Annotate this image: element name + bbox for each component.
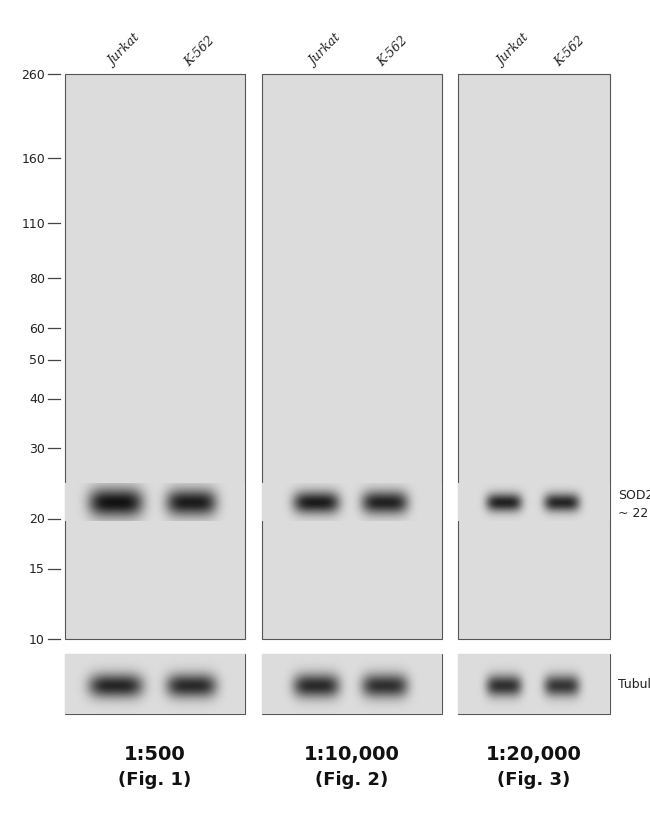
Text: 80: 80 — [29, 272, 45, 286]
Text: K-562: K-562 — [375, 34, 410, 69]
Text: 1:500: 1:500 — [124, 744, 186, 763]
Text: 260: 260 — [21, 69, 45, 81]
Bar — [65, 654, 245, 714]
Text: 20: 20 — [29, 513, 45, 526]
Text: SOD2: SOD2 — [618, 489, 650, 501]
Bar — [262, 75, 442, 639]
Text: 40: 40 — [29, 392, 45, 406]
Text: Tubulin: Tubulin — [618, 677, 650, 691]
Text: K-562: K-562 — [552, 34, 588, 69]
Text: Jurkat: Jurkat — [495, 32, 531, 69]
Text: 10: 10 — [29, 633, 45, 646]
Text: K-562: K-562 — [182, 34, 217, 69]
Text: 110: 110 — [21, 218, 45, 230]
Text: 30: 30 — [29, 442, 45, 455]
Text: 60: 60 — [29, 322, 45, 335]
Text: 1:20,000: 1:20,000 — [486, 744, 582, 763]
Text: (Fig. 3): (Fig. 3) — [497, 770, 571, 788]
Text: 1:10,000: 1:10,000 — [304, 744, 400, 763]
Text: 15: 15 — [29, 562, 45, 575]
Text: 160: 160 — [21, 152, 45, 166]
Text: Jurkat: Jurkat — [307, 32, 344, 69]
Bar — [65, 75, 245, 639]
Text: (Fig. 1): (Fig. 1) — [118, 770, 192, 788]
Text: (Fig. 2): (Fig. 2) — [315, 770, 389, 788]
Text: 50: 50 — [29, 354, 45, 367]
Bar — [458, 75, 610, 639]
Text: Jurkat: Jurkat — [106, 32, 143, 69]
Text: ~ 22 kDa: ~ 22 kDa — [618, 506, 650, 519]
Bar — [458, 654, 610, 714]
Bar — [262, 654, 442, 714]
